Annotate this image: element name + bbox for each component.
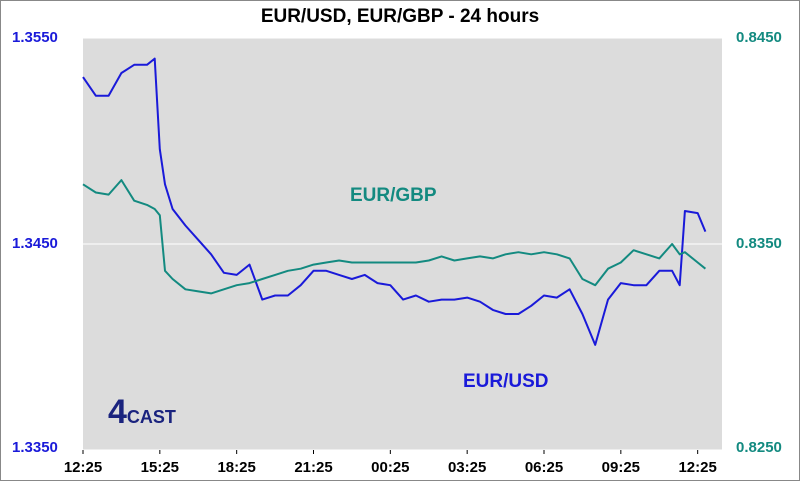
y2-tick-label: 0.8450 [736, 29, 782, 46]
x-tick-label: 12:25 [678, 459, 716, 476]
series-label: EUR/GBP [350, 185, 437, 206]
logo-number: 4 [108, 393, 127, 431]
x-tick-label: 12:25 [64, 459, 102, 476]
x-tick-label: 00:25 [371, 459, 409, 476]
y-tick-label: 1.3350 [12, 439, 58, 456]
chart-title: EUR/USD, EUR/GBP - 24 hours [261, 6, 539, 27]
x-tick-label: 15:25 [141, 459, 179, 476]
y-tick-label: 1.3550 [12, 29, 58, 46]
y2-tick-label: 0.8350 [736, 235, 782, 252]
x-tick-label: 03:25 [448, 459, 486, 476]
y-tick-label: 1.3450 [12, 235, 58, 252]
x-tick-label: 21:25 [294, 459, 332, 476]
x-tick-label: 09:25 [602, 459, 640, 476]
logo-word: CAST [127, 407, 176, 427]
series-line [82, 179, 707, 295]
x-tick-label: 18:25 [217, 459, 255, 476]
series-line [82, 57, 707, 346]
x-tick-label: 06:25 [525, 459, 563, 476]
y2-tick-label: 0.8250 [736, 439, 782, 456]
logo: 4CAST [108, 393, 176, 431]
series-label: EUR/USD [463, 371, 549, 392]
